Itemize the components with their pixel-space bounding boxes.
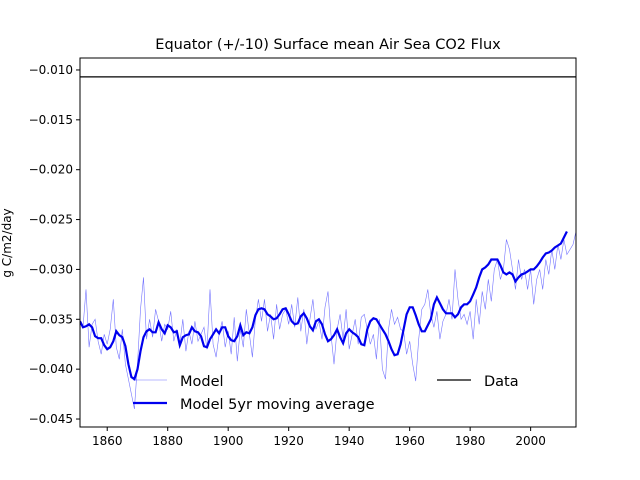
chart-title: Equator (+/-10) Surface mean Air Sea CO2… bbox=[155, 37, 501, 53]
plot-frame bbox=[79, 57, 577, 428]
x-tick-label: 1880 bbox=[152, 434, 183, 448]
y-tick-label: −0.015 bbox=[29, 113, 73, 127]
x-tick-label: 2000 bbox=[515, 434, 546, 448]
x-tick-label: 1980 bbox=[455, 434, 486, 448]
x-tick-label: 1960 bbox=[394, 434, 425, 448]
y-tick-label: −0.045 bbox=[29, 412, 73, 426]
series-layer bbox=[80, 76, 576, 410]
x-axis: 1860 1880 1900 1920 1940 1960 1980 2000 bbox=[92, 427, 546, 448]
legend-data-label: Data bbox=[484, 374, 519, 390]
y-axis: −0.045 −0.040 −0.035 −0.030 −0.025 −0.020 −0.0… bbox=[29, 63, 80, 426]
legend: Model Model 5yr moving average Data bbox=[133, 374, 519, 413]
x-tick-label: 1920 bbox=[273, 434, 304, 448]
y-tick-label: −0.025 bbox=[29, 213, 73, 227]
y-tick-label: −0.035 bbox=[29, 312, 73, 326]
legend-avg-label: Model 5yr moving average bbox=[180, 397, 375, 413]
x-tick-label: 1940 bbox=[334, 434, 365, 448]
model-5yr-average-line bbox=[80, 231, 568, 381]
legend-model-label: Model bbox=[180, 374, 224, 390]
y-tick-label: −0.020 bbox=[29, 163, 73, 177]
y-axis-label: g C/m2/day bbox=[0, 208, 14, 277]
x-tick-label: 1860 bbox=[92, 434, 123, 448]
y-tick-label: −0.040 bbox=[29, 362, 73, 376]
y-tick-label: −0.030 bbox=[29, 262, 73, 276]
x-tick-label: 1900 bbox=[213, 434, 244, 448]
y-tick-label: −0.010 bbox=[29, 63, 73, 77]
